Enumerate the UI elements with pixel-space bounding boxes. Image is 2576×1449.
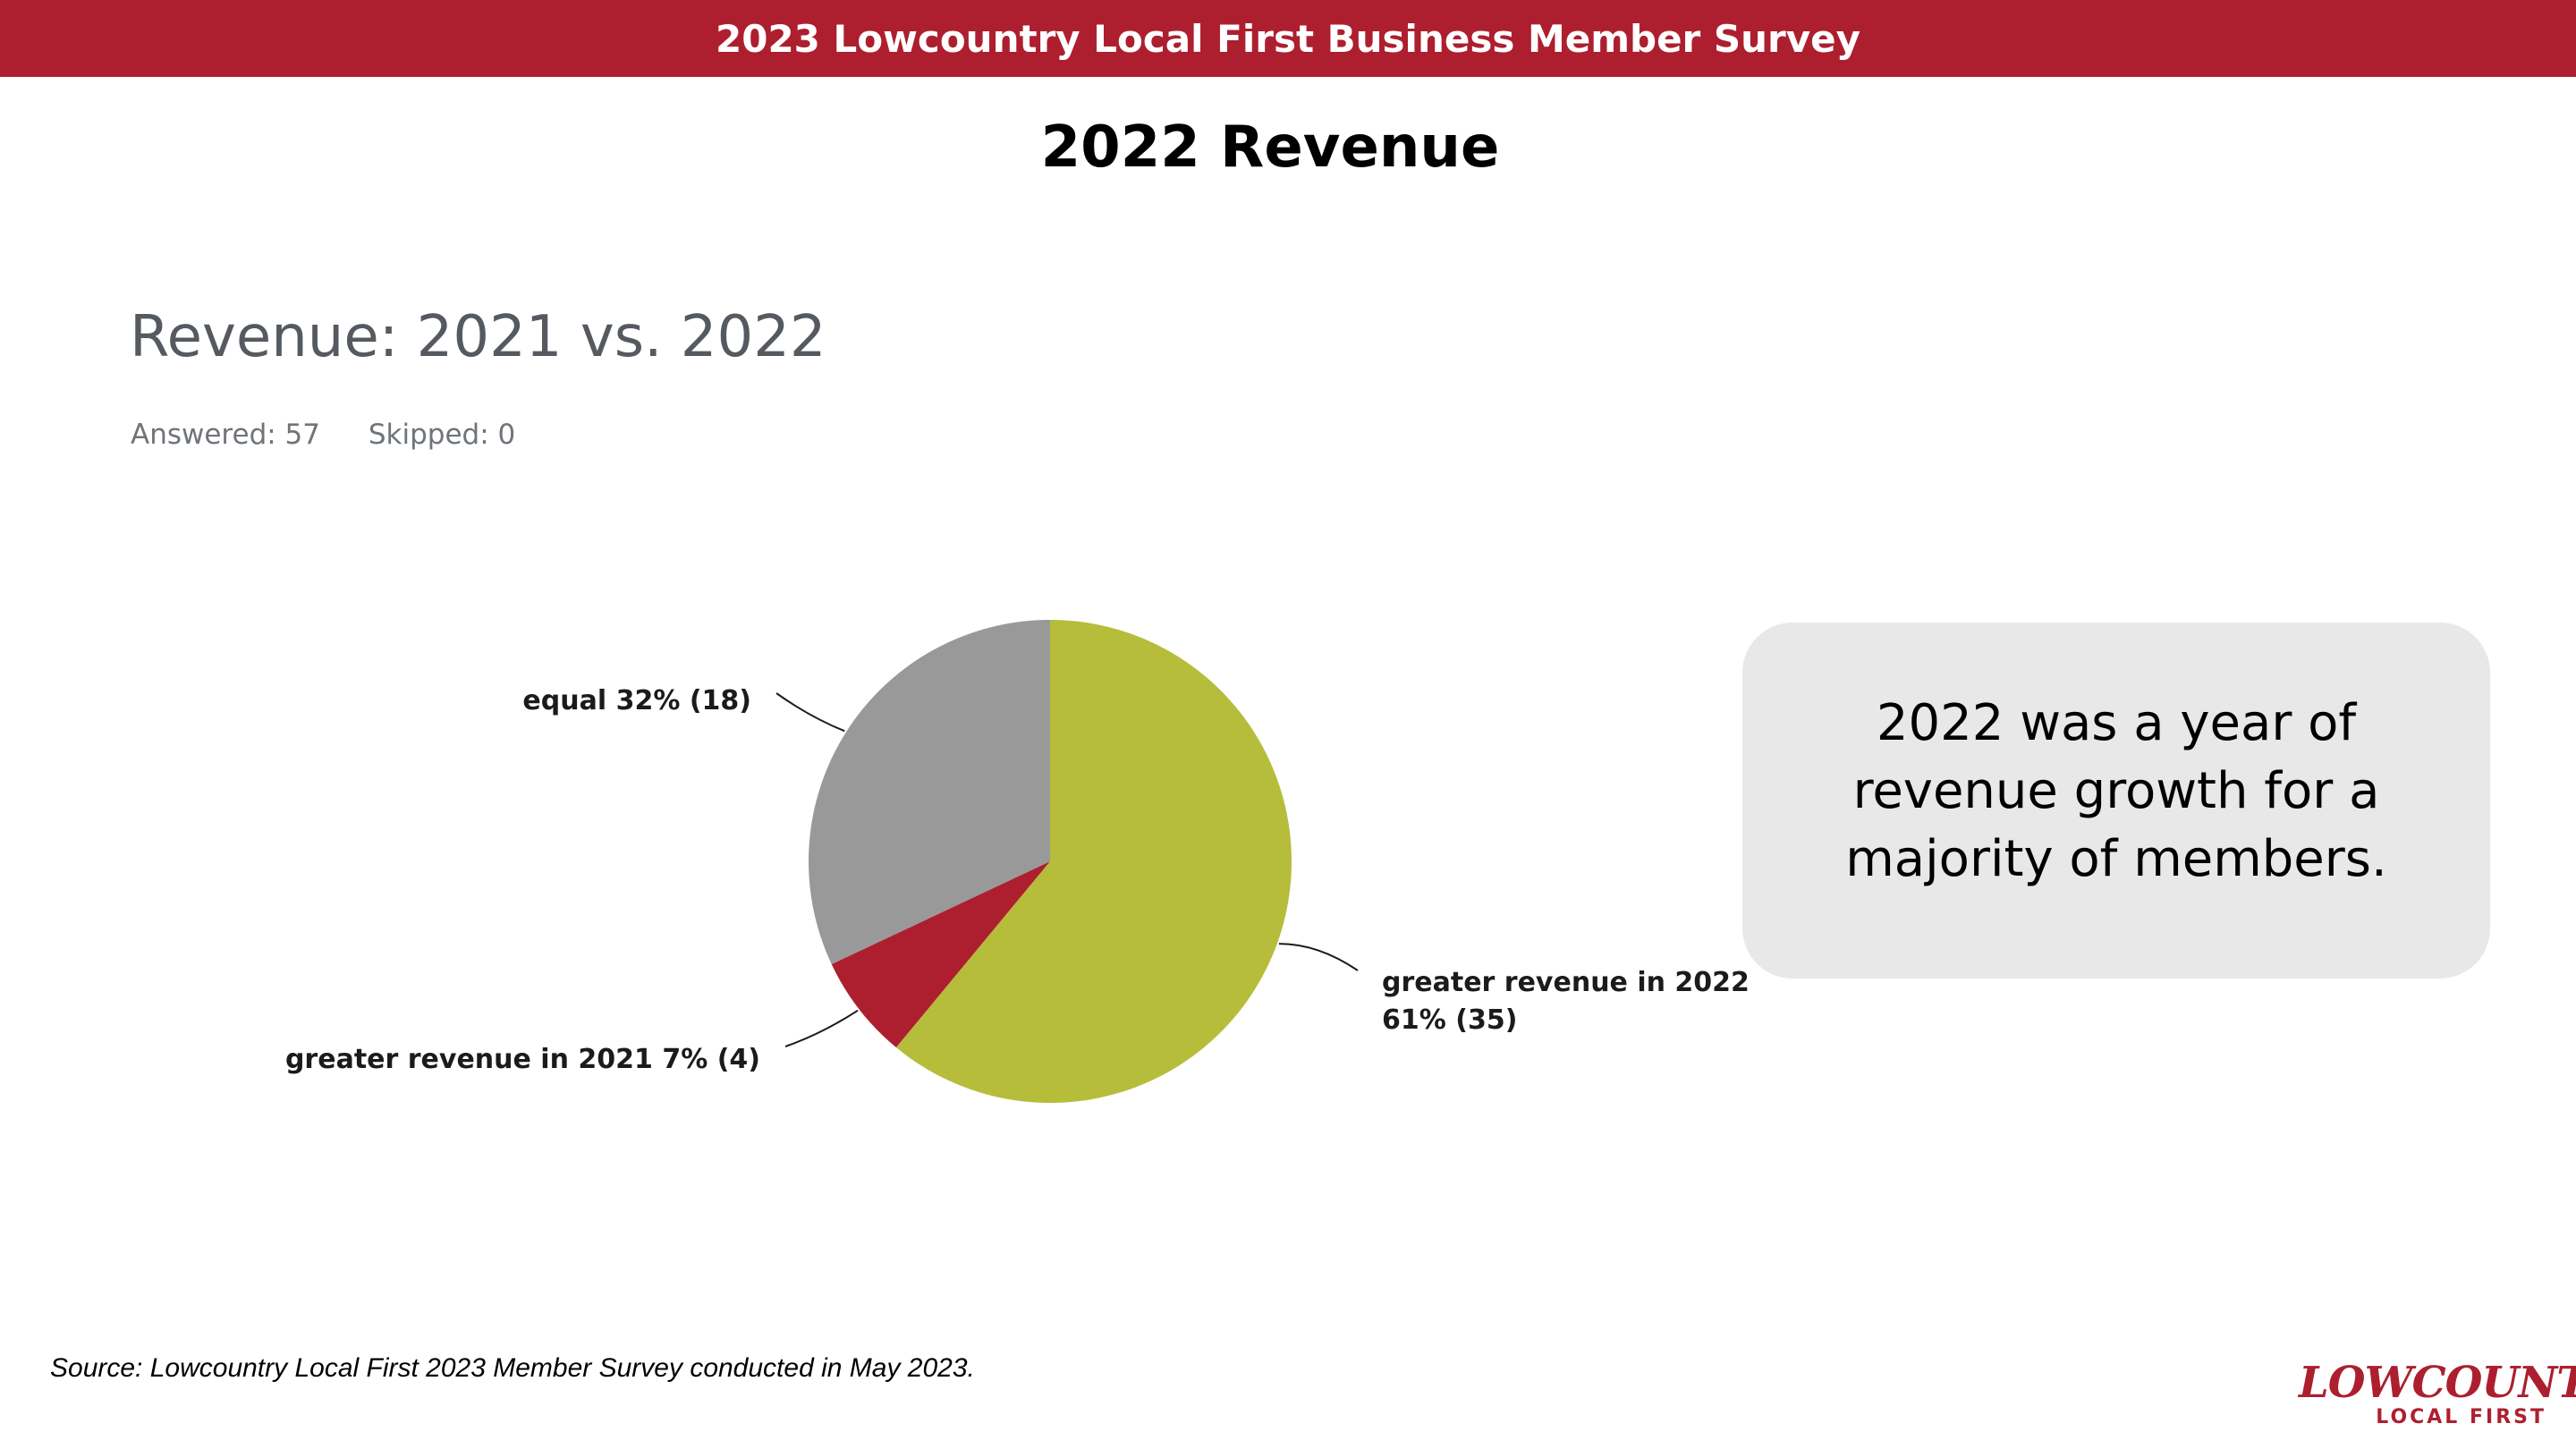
chart-title: Revenue: 2021 vs. 2022 [130,304,826,370]
slide-title: 2022 Revenue [1040,114,1500,181]
lowcountry-logo: LOWCOUNTRY LOCAL FIRST [2299,1358,2576,1431]
source-note: Source: Lowcountry Local First 2023 Memb… [50,1353,975,1383]
callout-text: 2022 was a year of revenue growth for a … [1845,694,2387,888]
slice-label-2: greater revenue in 2021 7% (4) [285,1044,760,1075]
answered-count: Answered: 57 [131,419,320,451]
response-stats: Answered: 57 Skipped: 0 [131,419,555,451]
logo-line-1: LOWCOUNTRY [2299,1358,2576,1408]
slice-label-3: equal 32% (18) [522,685,751,716]
banner-title: 2023 Lowcountry Local First Business Mem… [716,16,1860,61]
insight-callout: 2022 was a year of revenue growth for a … [1742,623,2490,979]
pie-slice-1 [895,620,1292,1103]
skipped-count: Skipped: 0 [368,419,516,451]
pie-slice-3 [809,620,1050,964]
leader-line-3 [775,692,845,733]
leader-line-1 [1278,943,1359,971]
pie-slice-2 [831,861,1050,1048]
survey-banner: 2023 Lowcountry Local First Business Mem… [0,0,2576,77]
leader-line-2 [784,1009,859,1047]
slice-label-1: greater revenue in 2022 61% (35) [1382,967,1750,1036]
logo-line-2: LOCAL FIRST [2376,1406,2546,1428]
